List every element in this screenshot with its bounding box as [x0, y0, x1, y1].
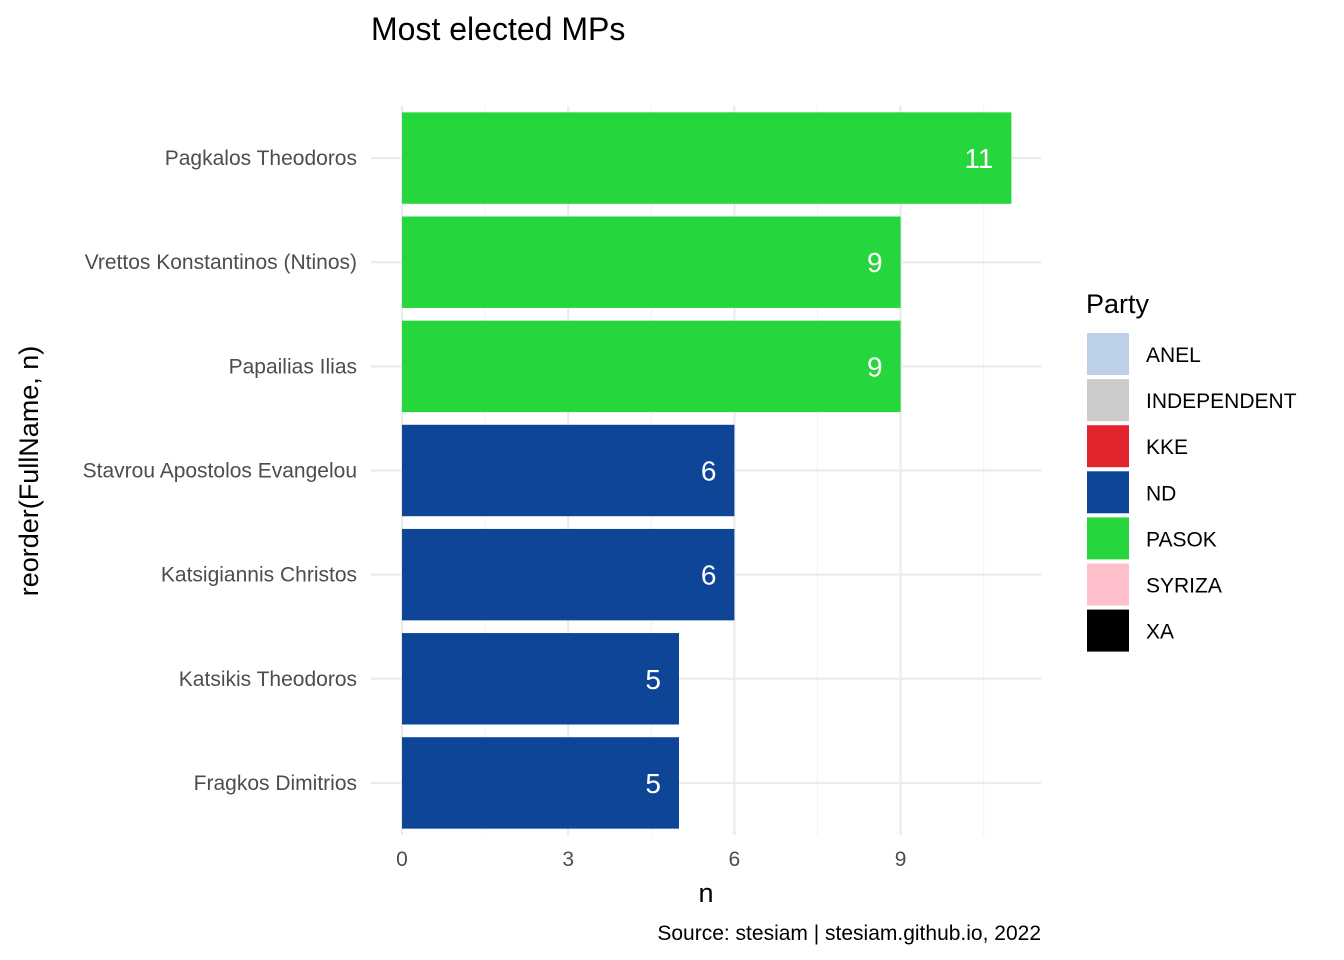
- x-tick-label: 0: [396, 848, 408, 871]
- bar-value-label: 5: [645, 664, 661, 695]
- legend-label: INDEPENDENT: [1146, 390, 1297, 413]
- legend-label: KKE: [1146, 436, 1188, 459]
- y-tick-label: Vrettos Konstantinos (Ntinos): [85, 251, 357, 274]
- y-tick-label: Fragkos Dimitrios: [194, 772, 357, 795]
- legend-swatch: [1087, 471, 1129, 514]
- bar: [402, 737, 679, 829]
- y-tick-labels: Pagkalos Theodoros Vrettos Konstantinos (…: [83, 147, 357, 795]
- bar-value-label: 6: [701, 560, 717, 591]
- chart-caption: Source: stesiam | stesiam.github.io, 202…: [657, 922, 1041, 945]
- legend-swatch: [1087, 517, 1129, 560]
- legend-label: ND: [1146, 482, 1176, 505]
- legend-swatch: [1087, 609, 1129, 652]
- bar-value-label: 6: [701, 456, 717, 487]
- bars: 11 9 9 6 6 5 5: [402, 112, 1012, 829]
- bar: [402, 112, 1012, 204]
- legend-swatch: [1087, 563, 1129, 606]
- legend-label: ANEL: [1146, 344, 1201, 367]
- bar: [402, 633, 679, 725]
- y-tick-label: Katsigiannis Christos: [161, 564, 357, 587]
- y-tick-label: Stavrou Apostolos Evangelou: [83, 460, 357, 483]
- bar-value-label: 5: [645, 768, 661, 799]
- bar: [402, 424, 735, 517]
- legend-label: PASOK: [1146, 528, 1217, 551]
- bar-value-label: 9: [867, 247, 883, 278]
- bar: [402, 528, 735, 621]
- x-tick-labels: 0 3 6 9: [396, 848, 906, 871]
- bar-value-label: 9: [867, 351, 883, 382]
- legend-label: XA: [1146, 621, 1174, 644]
- bar: [402, 320, 901, 413]
- bar: [402, 216, 901, 308]
- x-tick-label: 6: [729, 848, 741, 871]
- legend-label: SYRIZA: [1146, 575, 1222, 598]
- legend-title: Party: [1086, 289, 1150, 319]
- legend-swatch: [1087, 379, 1129, 422]
- chart-title: Most elected MPs: [371, 11, 625, 47]
- y-tick-label: Pagkalos Theodoros: [165, 147, 357, 170]
- x-axis-title: n: [698, 878, 713, 908]
- legend-swatch: [1087, 425, 1129, 468]
- legend-swatch: [1087, 333, 1129, 375]
- y-tick-label: Papailias Ilias: [229, 355, 357, 378]
- bar-value-label: 11: [964, 143, 993, 174]
- y-tick-label: Katsikis Theodoros: [179, 668, 357, 691]
- x-tick-label: 3: [562, 848, 574, 871]
- legend: ANEL INDEPENDENT KKE ND PASOK SYRIZA XA: [1087, 333, 1297, 652]
- y-axis-title: reorder(FullName, n): [14, 346, 44, 597]
- x-tick-label: 9: [895, 848, 907, 871]
